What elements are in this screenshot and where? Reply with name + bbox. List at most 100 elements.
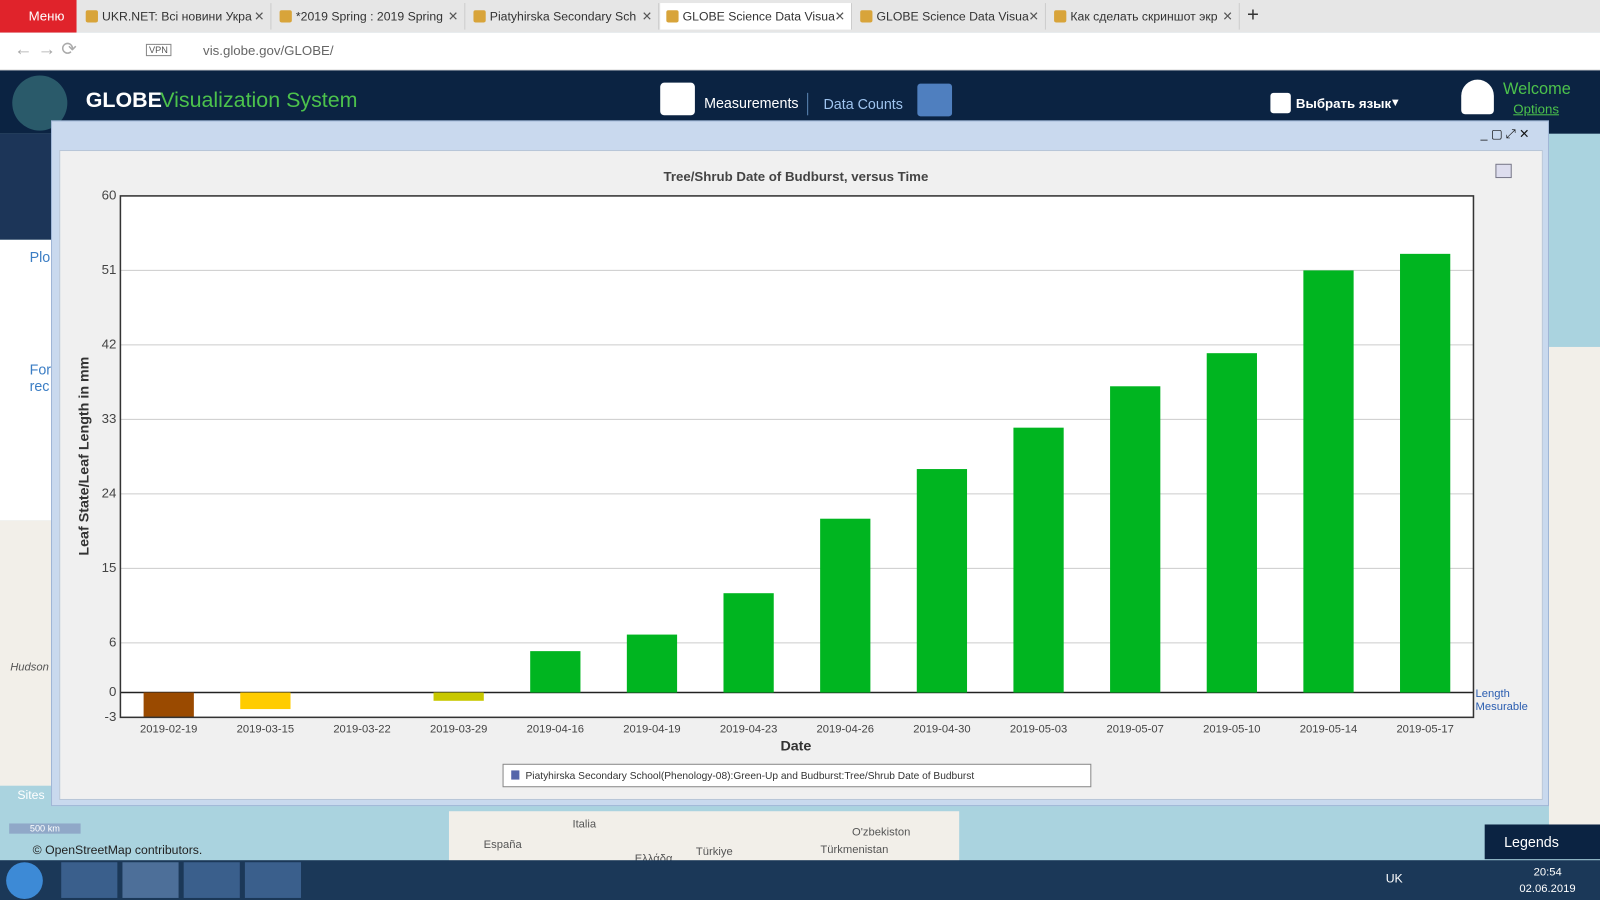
dropdown-arrow[interactable]: ▼ bbox=[1389, 96, 1401, 110]
nav-counts[interactable]: Data Counts bbox=[823, 95, 903, 113]
legend-swatch bbox=[511, 770, 520, 780]
options-link[interactable]: Options bbox=[1513, 101, 1559, 117]
x-tick-label: 2019-05-17 bbox=[1396, 724, 1453, 736]
y-tick-label: 24 bbox=[102, 485, 117, 500]
x-tick-label: 2019-04-23 bbox=[720, 724, 777, 736]
tray-lang[interactable]: UK bbox=[1385, 871, 1403, 886]
x-tick-label: 2019-03-15 bbox=[237, 724, 294, 736]
y-tick-label: 15 bbox=[102, 560, 117, 575]
bar bbox=[1110, 386, 1161, 693]
task-chrome[interactable] bbox=[183, 862, 240, 898]
tab-active[interactable]: GLOBE Science Data Visua bbox=[660, 3, 853, 30]
tab[interactable]: GLOBE Science Data Visua bbox=[854, 3, 1046, 30]
tab[interactable]: UKR.NET: Всі новини Укра bbox=[80, 3, 272, 30]
nav-measurements[interactable]: Measurements bbox=[704, 94, 799, 112]
y-tick-label: 33 bbox=[102, 411, 117, 426]
y-tick-label: 42 bbox=[102, 336, 117, 351]
map-label: Italia bbox=[572, 818, 597, 831]
map-land bbox=[0, 520, 52, 786]
legend-box bbox=[502, 763, 1092, 788]
x-tick-label: 2019-05-10 bbox=[1203, 724, 1260, 736]
side-panel bbox=[0, 239, 54, 521]
menu-button[interactable]: Меню bbox=[0, 0, 77, 33]
brand-sub: Visualization System bbox=[160, 88, 358, 113]
x-tick-label: 2019-05-14 bbox=[1300, 724, 1357, 736]
x-tick-label: 2019-05-03 bbox=[1010, 724, 1067, 736]
chart-window: _ ▢ ⤢ ✕ Tree/Shrub Date of Budburst, ver… bbox=[51, 120, 1549, 807]
divider bbox=[807, 92, 809, 116]
toolbar bbox=[0, 32, 1600, 71]
legend-label: Piatyhirska Secondary School(Phenology-0… bbox=[526, 771, 975, 782]
calendar-icon[interactable] bbox=[660, 82, 695, 116]
annotation: Mesurable bbox=[1476, 701, 1528, 713]
bar bbox=[143, 692, 194, 718]
bar bbox=[433, 692, 484, 701]
x-tick-label: 2019-02-19 bbox=[140, 724, 197, 736]
map-land bbox=[1548, 346, 1600, 827]
bar bbox=[626, 634, 678, 693]
google-icon bbox=[1270, 92, 1291, 114]
sidebar-icons bbox=[0, 133, 54, 240]
task-explorer[interactable] bbox=[244, 862, 302, 898]
bar bbox=[1303, 270, 1354, 693]
new-tab[interactable]: + bbox=[1246, 4, 1259, 27]
taskbar bbox=[0, 860, 1600, 900]
panel-text: rec bbox=[29, 377, 50, 394]
tab[interactable]: Piatyhirska Secondary Sch bbox=[467, 3, 660, 30]
tray-time: 20:54 bbox=[1533, 866, 1562, 879]
x-tick-label: 2019-04-30 bbox=[913, 724, 970, 736]
y-tick-label: 0 bbox=[109, 684, 116, 699]
x-tick-label: 2019-04-16 bbox=[527, 724, 584, 736]
plot-area bbox=[120, 195, 1474, 718]
grid-icon[interactable] bbox=[917, 83, 953, 117]
language-select[interactable]: Выбрать язык bbox=[1295, 95, 1392, 112]
annotation: Length bbox=[1476, 688, 1510, 700]
attribution: © OpenStreetMap contributors. bbox=[32, 842, 203, 858]
y-tick-label: 6 bbox=[109, 634, 116, 649]
tab[interactable]: *2019 Spring : 2019 Spring bbox=[273, 3, 466, 30]
window-controls[interactable]: _ ▢ ⤢ ✕ bbox=[1480, 126, 1530, 141]
tab[interactable]: Как сделать скриншот экр bbox=[1048, 3, 1240, 30]
bar bbox=[723, 593, 774, 693]
nav-buttons[interactable]: ← → ⟳ bbox=[14, 38, 77, 60]
y-tick-label: 51 bbox=[102, 262, 117, 277]
panel-text: Sites bbox=[17, 787, 45, 803]
task-opera[interactable] bbox=[122, 862, 179, 898]
map-land bbox=[448, 811, 960, 863]
chart: Tree/Shrub Date of Budburst, versus Time… bbox=[76, 163, 1528, 788]
print-icon[interactable] bbox=[1495, 163, 1512, 179]
x-tick-label: 2019-04-19 bbox=[623, 724, 680, 736]
bar bbox=[1206, 353, 1257, 693]
y-tick-label: 60 bbox=[102, 187, 117, 202]
url[interactable]: vis.globe.gov/GLOBE/ bbox=[203, 42, 334, 59]
y-axis-label: Leaf State/Leaf Length in mm bbox=[76, 357, 92, 556]
x-tick-label: 2019-05-07 bbox=[1107, 724, 1164, 736]
vpn-badge[interactable]: VPN bbox=[145, 43, 171, 57]
map-label: Türkmenistan bbox=[820, 843, 889, 857]
legends-button[interactable]: Legends bbox=[1484, 824, 1600, 860]
bar bbox=[240, 692, 291, 710]
panel-text: Plo bbox=[29, 248, 51, 266]
map-label: O'zbekiston bbox=[852, 826, 911, 839]
map-label: Türkiye bbox=[695, 845, 733, 859]
y-tick-label: -3 bbox=[105, 709, 117, 724]
start-button[interactable] bbox=[6, 862, 43, 899]
user-icon bbox=[1461, 79, 1494, 115]
bar bbox=[916, 469, 968, 693]
chart-title: Tree/Shrub Date of Budburst, versus Time bbox=[664, 169, 929, 184]
x-axis-label: Date bbox=[780, 739, 811, 755]
map-label: España bbox=[483, 838, 522, 852]
bar bbox=[1400, 253, 1451, 693]
address-field[interactable] bbox=[137, 39, 1515, 63]
welcome: Welcome bbox=[1503, 80, 1571, 98]
tray-date: 02.06.2019 bbox=[1519, 882, 1576, 895]
plot-border bbox=[119, 195, 1475, 719]
x-tick-label: 2019-03-29 bbox=[430, 724, 487, 736]
x-tick-label: 2019-04-26 bbox=[817, 724, 874, 736]
brand: GLOBE bbox=[85, 88, 162, 113]
scale-bar: 500 km bbox=[9, 823, 81, 834]
panel-text: For bbox=[29, 361, 52, 378]
task-word[interactable] bbox=[61, 862, 118, 898]
bar bbox=[530, 651, 581, 693]
